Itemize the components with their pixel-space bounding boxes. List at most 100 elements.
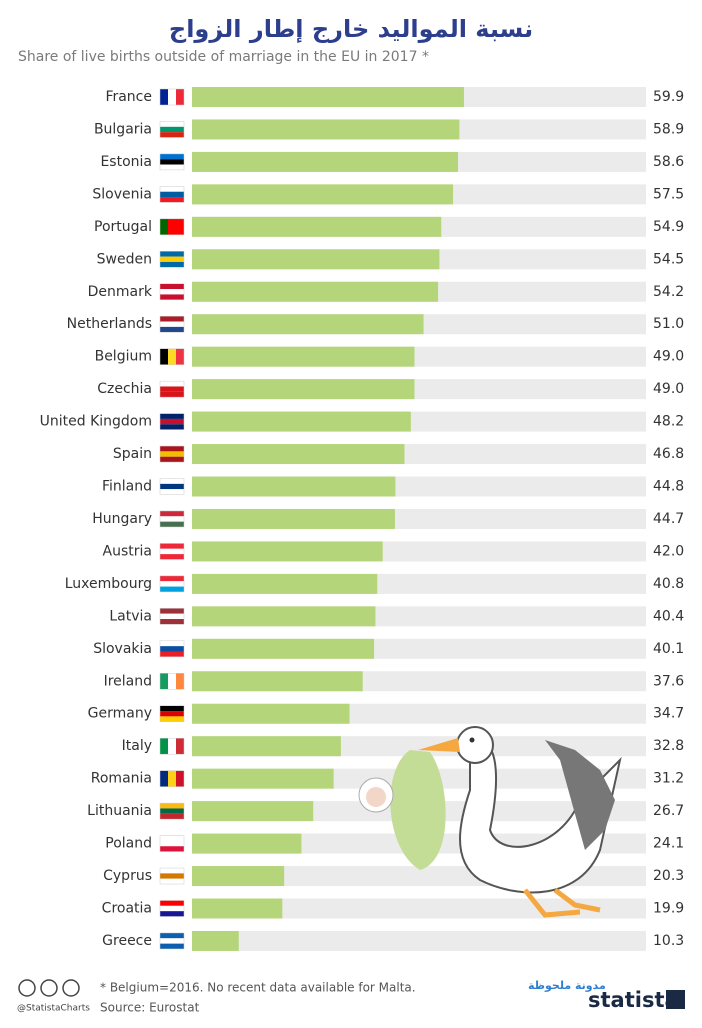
- flag-stripe: [160, 510, 184, 517]
- value-label: 26.7: [653, 803, 684, 819]
- flag-stripe: [160, 186, 184, 192]
- flag: [159, 835, 185, 852]
- value-label: 54.9: [653, 219, 684, 235]
- flag-stripe: [160, 738, 168, 755]
- value-label: 40.1: [653, 641, 684, 657]
- flag-stripe: [168, 673, 176, 690]
- category-label: France: [105, 89, 152, 105]
- bar: [192, 476, 396, 497]
- bar: [192, 379, 415, 400]
- category-label: Luxembourg: [65, 576, 152, 592]
- flag-stripe: [176, 738, 184, 755]
- bar: [192, 866, 285, 887]
- flag-border: [159, 932, 185, 950]
- bar: [192, 736, 341, 757]
- flag-stripe: [160, 483, 184, 490]
- flag: [159, 705, 185, 722]
- flag-stripe: [160, 316, 184, 322]
- flag-border: [159, 575, 185, 593]
- flag-border: [159, 802, 185, 820]
- flag: [159, 770, 185, 787]
- value-label: 49.0: [653, 381, 684, 397]
- value-label: 59.9: [653, 89, 684, 105]
- category-label: Finland: [102, 479, 152, 495]
- value-label: 20.3: [653, 868, 684, 884]
- flag: [159, 283, 185, 301]
- flag: [159, 932, 185, 950]
- watermark: مدونة ملحوظة: [528, 979, 606, 992]
- flag-stripe: [160, 478, 184, 484]
- flag-stripe: [160, 943, 184, 949]
- flag-border: [159, 153, 185, 171]
- flag-border: [159, 283, 185, 301]
- category-label: Ireland: [104, 673, 152, 689]
- flag-stripe: [160, 613, 184, 620]
- bar: [192, 184, 454, 205]
- flag-stripe: [160, 326, 184, 333]
- flag: [159, 640, 185, 658]
- flag-border: [159, 315, 185, 333]
- category-label: Slovakia: [93, 641, 152, 657]
- flag-stripe: [176, 673, 184, 690]
- flag: [159, 575, 185, 593]
- flag-stripe: [160, 581, 184, 587]
- value-label: 40.4: [653, 608, 684, 624]
- flag-stripe: [160, 905, 184, 912]
- bar: [192, 314, 424, 335]
- flag: [159, 153, 185, 171]
- flag-border: [159, 543, 185, 560]
- flag-stripe: [160, 413, 184, 419]
- flag: [159, 510, 185, 528]
- value-label: 37.6: [653, 673, 684, 689]
- flag-stripe: [176, 770, 184, 787]
- flag-stripe: [160, 89, 168, 105]
- category-label: Bulgaria: [94, 121, 152, 137]
- category-label: Sweden: [97, 251, 152, 267]
- flag-stripe: [160, 932, 184, 939]
- flag-stripe: [160, 191, 184, 198]
- flag-stripe: [160, 126, 184, 133]
- flag-stripe: [160, 586, 184, 592]
- flag: [159, 478, 185, 495]
- value-label: 19.9: [653, 901, 684, 917]
- value-label: 51.0: [653, 316, 684, 332]
- flag-stripe: [160, 256, 184, 262]
- license-icons: [18, 979, 80, 997]
- flag-stripe: [160, 808, 184, 814]
- flag-border: [159, 478, 185, 495]
- category-label: Croatia: [102, 901, 152, 917]
- flag-stripe: [160, 651, 184, 657]
- flag: [159, 543, 185, 560]
- bar: [192, 833, 302, 854]
- flag-border: [159, 705, 185, 722]
- category-label: Denmark: [88, 284, 153, 300]
- flag: [159, 445, 185, 463]
- flag-stripe: [160, 554, 184, 560]
- flag-border: [159, 608, 185, 625]
- flag: [159, 900, 185, 917]
- flag-border: [159, 121, 185, 138]
- bar: [192, 216, 442, 237]
- flag-stripe: [168, 738, 176, 755]
- flag: [159, 673, 185, 690]
- bar: [192, 346, 415, 367]
- bar: [192, 703, 350, 724]
- bar-track: [192, 930, 646, 951]
- flag-border: [159, 251, 185, 268]
- value-label: 54.2: [653, 284, 684, 300]
- flag-border: [159, 835, 185, 852]
- value-label: 49.0: [653, 349, 684, 365]
- flag-border: [159, 867, 185, 885]
- flag: [159, 251, 185, 268]
- bar: [192, 638, 375, 659]
- flag-stripe: [160, 803, 184, 809]
- bar: [192, 541, 383, 562]
- flag: [159, 186, 185, 203]
- value-label: 54.5: [653, 251, 684, 267]
- flag-stripe: [160, 868, 184, 874]
- value-label: 44.8: [653, 479, 684, 495]
- flag-border: [159, 737, 185, 755]
- chart-subtitle: Share of live births outside of marriage…: [18, 49, 429, 65]
- value-label: 24.1: [653, 836, 684, 852]
- category-label: Estonia: [100, 154, 152, 170]
